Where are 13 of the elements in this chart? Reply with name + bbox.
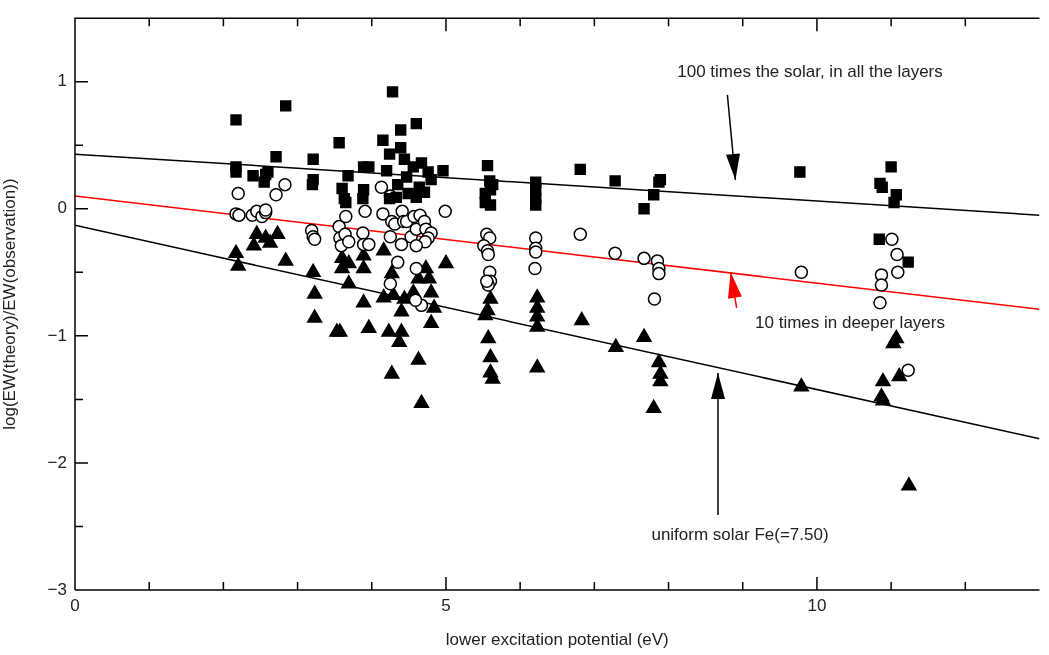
y-tick-label: 1 [57, 71, 67, 91]
y-axis-title: log(EW(theory)/EW(observation)) [0, 178, 19, 430]
x-axis-title: lower excitation potential (eV) [445, 630, 669, 650]
x-tick-label: 10 [807, 595, 827, 615]
y-tick-label: −3 [47, 579, 67, 599]
annotation: 100 times the solar, in all the layers [677, 61, 943, 81]
annotation: uniform solar Fe(=7.50) [651, 524, 829, 544]
y-tick-label: −1 [47, 325, 67, 345]
y-tick-label: −2 [47, 452, 67, 472]
y-tick-label: 0 [57, 198, 67, 218]
annotation: 10 times in deeper layers [755, 312, 945, 332]
x-tick-label: 5 [441, 595, 451, 615]
x-tick-label: 0 [70, 595, 80, 615]
